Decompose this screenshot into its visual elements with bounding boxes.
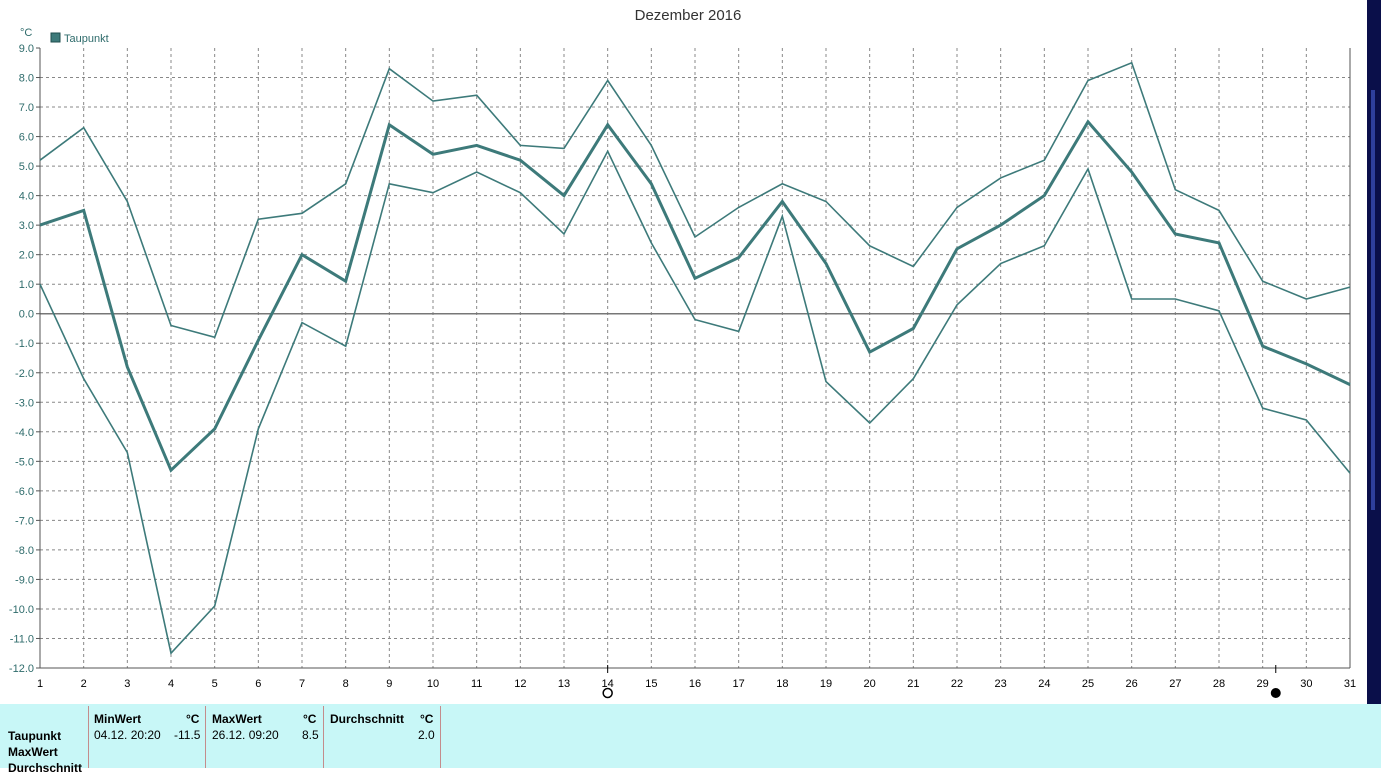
y-tick-label: -11.0	[10, 633, 34, 645]
max-unit: °C	[303, 712, 317, 726]
x-tick-label: 7	[299, 678, 305, 690]
y-tick-label: -4.0	[15, 427, 34, 439]
x-tick-label: 31	[1344, 678, 1356, 690]
x-tick-label: 5	[212, 678, 218, 690]
series-line-taupunkt	[39, 119, 1351, 473]
y-tick-label: -5.0	[15, 456, 34, 468]
x-tick-label: 22	[951, 678, 963, 690]
x-tick-label: 18	[776, 678, 788, 690]
column-divider	[88, 706, 89, 768]
y-tick-label: 0.0	[19, 309, 34, 321]
series-line-max	[39, 61, 1351, 339]
y-tick-label: 3.0	[19, 220, 34, 232]
avg-value: 2.0	[418, 728, 435, 742]
x-tick-label: 20	[864, 678, 876, 690]
chart-title: Dezember 2016	[635, 7, 742, 24]
y-tick-label: -7.0	[15, 515, 34, 527]
chart-area: 9.0 8.0 7.0 6.0 5.0 4.0 3.0 2.0 1.0 0.0 -1.0 -2.0 -3…	[9, 0, 1381, 704]
min-value: -11.5	[174, 728, 201, 742]
x-tick-label: 3	[124, 678, 130, 690]
dewpoint-chart: 9.0 8.0 7.0 6.0 5.0 4.0 3.0 2.0 1.0 0.0 -1.0 -2.0 -3…	[9, 7, 1356, 699]
y-tick-label: 8.0	[19, 73, 34, 85]
y-tick-label: 7.0	[19, 102, 34, 114]
min-datetime: 04.12. 20:20	[94, 728, 161, 742]
row-label-durchschnitt: Durchschnitt	[8, 761, 83, 775]
avg-header: Durchschnitt	[330, 712, 405, 726]
y-tick-label: -3.0	[15, 397, 34, 409]
column-divider	[323, 706, 324, 768]
x-tick-label: 24	[1038, 678, 1050, 690]
x-tick-label: 28	[1213, 678, 1225, 690]
unit-label: °C	[20, 27, 32, 39]
min-header: MinWert	[94, 712, 142, 726]
x-tick-label: 25	[1082, 678, 1094, 690]
y-tick-label: 6.0	[19, 132, 34, 144]
row-label-maxwert: MaxWert	[8, 745, 58, 759]
y-tick-label: -10.0	[9, 604, 34, 616]
x-tick-label: 29	[1257, 678, 1269, 690]
max-header: MaxWert	[212, 712, 262, 726]
x-tick-label: 27	[1169, 678, 1181, 690]
x-tick-label: 4	[168, 678, 174, 690]
y-tick-label: 5.0	[19, 161, 34, 173]
x-tick-label: 6	[255, 678, 261, 690]
x-tick-label: 1	[37, 678, 43, 690]
x-tick-label: 17	[733, 678, 745, 690]
min-unit: °C	[186, 712, 200, 726]
y-tick-label: 4.0	[19, 191, 34, 203]
y-tick-label: -6.0	[15, 486, 34, 498]
legend-swatch	[50, 32, 61, 43]
x-tick-label: 15	[645, 678, 657, 690]
y-tick-label: -2.0	[15, 368, 34, 380]
x-tick-label: 2	[81, 678, 87, 690]
row-labels: Taupunkt MaxWert Durchschnitt	[8, 728, 82, 776]
filled-circle-marker	[1270, 688, 1281, 698]
y-tick-label: 2.0	[19, 250, 34, 262]
x-tick-label: 30	[1300, 678, 1312, 690]
x-tick-label: 19	[820, 678, 832, 690]
avg-unit: °C	[420, 712, 434, 726]
x-tick-label: 10	[427, 678, 439, 690]
legend-label: Taupunkt	[64, 33, 109, 45]
y-tick-label: 9.0	[19, 43, 34, 55]
series-line-min	[39, 149, 1351, 655]
stats-panel: Taupunkt MaxWert Durchschnitt MinWert °C…	[0, 704, 1381, 775]
column-divider	[205, 706, 206, 768]
y-tick-label: 1.0	[19, 279, 34, 291]
x-tick-label: 12	[514, 678, 526, 690]
y-tick-label: -8.0	[15, 545, 34, 557]
x-tick-label: 11	[471, 678, 482, 690]
x-tick-label: 14	[602, 678, 614, 690]
max-datetime: 26.12. 09:20	[212, 728, 279, 742]
open-circle-marker	[602, 687, 613, 699]
y-tick-label: -1.0	[15, 338, 34, 350]
y-tick-label: -9.0	[15, 574, 34, 586]
x-tick-label: 8	[343, 678, 349, 690]
x-tick-label: 21	[907, 678, 919, 690]
x-tick-label: 16	[689, 678, 701, 690]
x-tick-label: 26	[1126, 678, 1138, 690]
column-divider	[440, 706, 441, 768]
max-value: 8.5	[302, 728, 319, 742]
y-tick-label: -12.0	[9, 663, 34, 675]
x-tick-label: 13	[558, 678, 570, 690]
scrollbar-thumb[interactable]	[1371, 90, 1375, 510]
row-label-taupunkt: Taupunkt	[8, 729, 62, 743]
x-tick-label: 23	[995, 678, 1007, 690]
x-tick-label: 9	[386, 678, 392, 690]
